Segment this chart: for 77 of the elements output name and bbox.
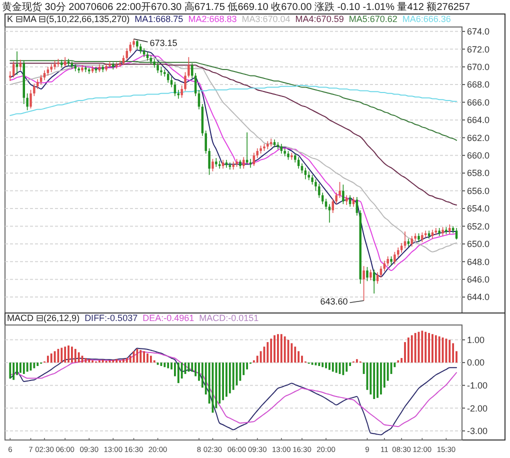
candlestick <box>188 56 190 78</box>
candlestick <box>366 266 368 282</box>
candlestick <box>380 266 382 278</box>
candlestick <box>362 266 365 302</box>
candlestick <box>300 162 304 174</box>
y-tick-label: 672.0 <box>467 44 490 54</box>
y-tick-label: 644.0 <box>467 292 490 302</box>
text: MA1:668.75 <box>134 14 184 24</box>
candlestick <box>410 236 413 247</box>
text: DIFF:-0.5037 <box>84 313 138 323</box>
candlestick <box>170 76 173 88</box>
candlestick <box>370 269 372 281</box>
text: MA4:670.59 <box>295 14 344 24</box>
candlestick <box>346 194 348 206</box>
y-tick-label: 656.0 <box>467 186 490 196</box>
text: MACD:-0.0151 <box>199 313 259 323</box>
candlestick <box>400 242 403 254</box>
annotation: 643.60 <box>320 296 348 307</box>
candlestick <box>174 82 176 96</box>
candlestick <box>140 43 142 54</box>
candlestick <box>184 72 186 92</box>
candlestick <box>156 62 159 74</box>
y-tick-label: 670.0 <box>467 62 490 72</box>
candlestick <box>88 67 90 74</box>
candlestick <box>397 247 400 258</box>
y-tick-label: 658.0 <box>467 168 490 178</box>
y-tick-label: 668.0 <box>467 80 490 90</box>
y-tick-label: 660.0 <box>467 150 490 161</box>
candlestick <box>304 167 307 180</box>
candlestick <box>314 178 317 192</box>
y-tick-label: -3.00 <box>467 426 488 436</box>
candlestick <box>328 204 331 224</box>
y-tick-label: 648.0 <box>467 256 490 267</box>
y-tick-label: 662.0 <box>467 132 490 143</box>
candlestick <box>448 224 451 235</box>
candlestick <box>212 158 214 172</box>
text: MA5:670.62 <box>348 14 398 24</box>
candlestick <box>16 50 18 76</box>
candlestick <box>421 232 424 243</box>
candlestick <box>43 70 46 81</box>
candlestick <box>122 54 125 66</box>
y-tick-label: 0.00 <box>467 358 485 368</box>
text: DEA:-0.4961 <box>142 313 194 323</box>
text: MA3:670.04 <box>242 14 290 24</box>
y-tick-label: 1.00 <box>467 334 485 345</box>
legend-title: MACD ⊟(26,12,9) <box>7 313 80 323</box>
candlestick <box>342 184 344 204</box>
text: MA2:668.83 <box>188 14 237 24</box>
candlestick <box>33 83 36 96</box>
y-tick-label: 674.0 <box>467 26 490 37</box>
y-tick-label: -2.00 <box>467 403 488 414</box>
candlestick <box>270 138 272 147</box>
candlestick <box>36 78 39 90</box>
y-tick-label: 664.0 <box>467 115 490 126</box>
candlestick <box>180 85 183 98</box>
annotation: 673.15 <box>150 38 178 48</box>
y-tick-label: 650.0 <box>467 239 490 250</box>
chart-title: 黄金现货 30分 20070606 22:00开670.30 高671.75 低669.10 收670.00 涨跌 -0.10 -1.01% 量412 额276257 <box>2 1 471 13</box>
candlestick <box>194 72 197 96</box>
y-tick-label: 646.0 <box>467 274 490 285</box>
y-tick-label: 666.0 <box>467 97 490 108</box>
candlestick <box>280 143 283 154</box>
y-tick-label: 654.0 <box>467 204 490 214</box>
candlestick <box>338 182 341 198</box>
candlestick <box>356 196 358 216</box>
candlestick <box>352 196 355 208</box>
candlestick <box>394 252 396 265</box>
candlestick <box>218 160 221 170</box>
candlestick <box>332 198 334 214</box>
candlestick <box>455 228 458 240</box>
candlestick <box>311 174 314 186</box>
legend-title: K ⊟MA ⊟(5,10,22,66,135,270) <box>7 14 130 24</box>
y-tick-label: 652.0 <box>467 221 490 232</box>
candlestick <box>30 89 32 109</box>
y-tick-label: -1.00 <box>467 380 488 390</box>
text: MA6:666.36 <box>402 14 451 24</box>
candlestick <box>40 74 42 85</box>
